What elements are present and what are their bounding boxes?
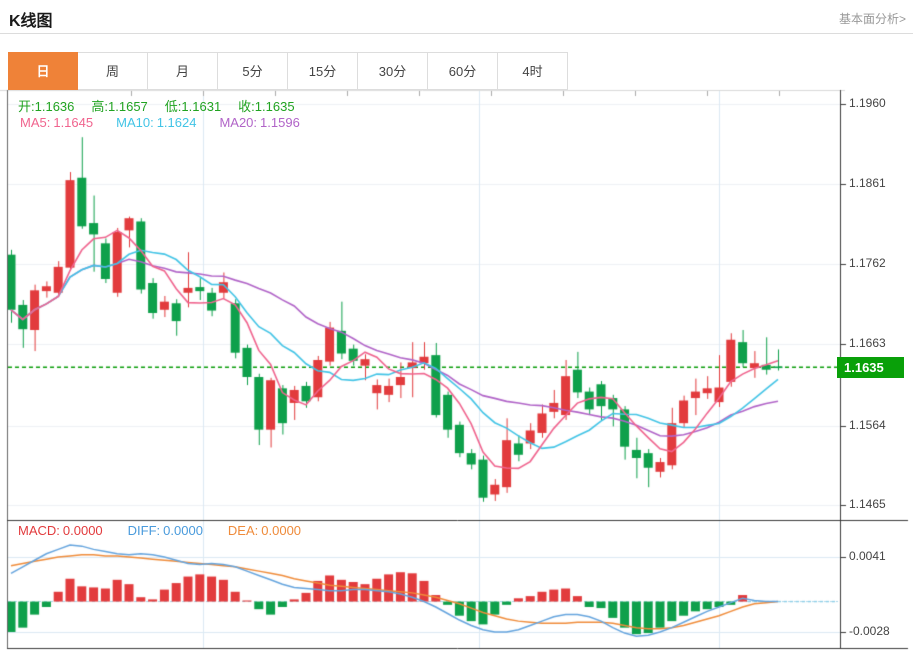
- low-label: 低:: [164, 99, 182, 114]
- price-tick-5: 1.1564: [849, 418, 886, 432]
- tab-30min[interactable]: 30分: [358, 52, 428, 90]
- period-tab-bar: 日 周 月 5分 15分 30分 60分 4时: [8, 52, 568, 90]
- ma20-value: 1.1596: [260, 115, 300, 130]
- ma5-value: 1.1645: [53, 115, 94, 130]
- page-title: K线图: [9, 13, 53, 30]
- price-tick-1: 1.1960: [849, 96, 886, 110]
- open-value: 1.1636: [34, 99, 75, 114]
- tab-day[interactable]: 日: [8, 52, 78, 90]
- ma10-label: MA10:: [116, 115, 154, 130]
- macd-label: MACD:: [18, 523, 60, 538]
- tab-month[interactable]: 月: [148, 52, 218, 90]
- tab-5min[interactable]: 5分: [218, 52, 288, 90]
- ma10-value: 1.1624: [156, 115, 197, 130]
- fundamental-analysis-link[interactable]: 基本面分析>: [838, 12, 906, 26]
- price-tick-2: 1.1861: [849, 176, 886, 190]
- low-value: 1.1631: [181, 99, 222, 114]
- macd-legend: MACD: 0.0000 DIFF: 0.0000 DEA: 0.0000: [18, 523, 326, 538]
- tab-15min[interactable]: 15分: [288, 52, 358, 90]
- price-tick-3: 1.1762: [849, 256, 886, 270]
- close-readout: 收:1.1635: [238, 99, 294, 114]
- dea-label: DEA:: [227, 523, 259, 538]
- close-value: 1.1635: [254, 99, 295, 114]
- ma10-readout: MA10: 1.1624: [116, 115, 196, 130]
- ma20-label: MA20:: [219, 115, 258, 130]
- diff-label: DIFF:: [127, 523, 161, 538]
- close-label: 收:: [238, 99, 255, 114]
- low-readout: 低:1.1631: [165, 99, 221, 114]
- price-tick-4: 1.1663: [849, 336, 886, 350]
- high-value: 1.1657: [108, 99, 148, 114]
- ma-legend: MA5: 1.1645 MA10: 1.1624 MA20: 1.1596: [20, 115, 323, 130]
- high-label: 高:: [91, 99, 109, 114]
- header: K线图 基本面分析>: [0, 0, 913, 34]
- open-readout: 开:1.1636: [18, 99, 74, 114]
- macd-value: 0.0000: [62, 523, 103, 538]
- diff-value: 0.0000: [163, 523, 203, 538]
- ma5-label: MA5:: [20, 115, 51, 130]
- tab-week[interactable]: 周: [78, 52, 148, 90]
- tab-60min[interactable]: 60分: [428, 52, 498, 90]
- high-readout: 高:1.1657: [91, 99, 147, 114]
- open-label: 开:: [18, 99, 35, 114]
- dea-readout: DEA: 0.0000: [228, 523, 301, 538]
- macd-tick-1: 0.0041: [849, 549, 886, 563]
- macd-readout: MACD: 0.0000: [18, 523, 103, 538]
- tab-4hour[interactable]: 4时: [498, 52, 568, 90]
- ohlc-legend: 开:1.1636 高:1.1657 低:1.1631 收:1.1635: [18, 96, 312, 115]
- ma20-readout: MA20: 1.1596: [219, 115, 299, 130]
- current-price-badge: 1.1635: [837, 357, 904, 378]
- ma5-readout: MA5: 1.1645: [20, 115, 93, 130]
- dea-value: 0.0000: [261, 523, 302, 538]
- macd-tick-2: -0.0028: [849, 624, 890, 638]
- price-tick-6: 1.1465: [849, 497, 886, 511]
- diff-readout: DIFF: 0.0000: [128, 523, 203, 538]
